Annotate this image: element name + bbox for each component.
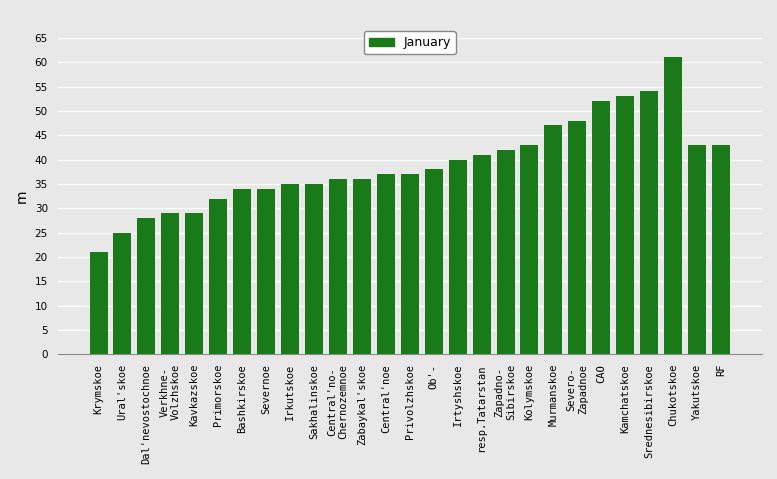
- Bar: [353, 179, 371, 354]
- Bar: [162, 213, 179, 354]
- Bar: [401, 174, 419, 354]
- Bar: [113, 233, 131, 354]
- Bar: [305, 184, 323, 354]
- Legend: January: January: [364, 32, 456, 55]
- Bar: [592, 101, 610, 354]
- Bar: [138, 218, 155, 354]
- Bar: [521, 145, 538, 354]
- Bar: [712, 145, 730, 354]
- Bar: [688, 145, 706, 354]
- Bar: [329, 179, 347, 354]
- Bar: [89, 252, 107, 354]
- Bar: [448, 160, 467, 354]
- Bar: [616, 96, 634, 354]
- Bar: [425, 169, 443, 354]
- Bar: [233, 189, 251, 354]
- Bar: [664, 57, 682, 354]
- Bar: [640, 91, 658, 354]
- Bar: [545, 125, 563, 354]
- Bar: [472, 155, 490, 354]
- Y-axis label: m: m: [15, 189, 29, 203]
- Bar: [281, 184, 299, 354]
- Bar: [568, 121, 587, 354]
- Bar: [209, 198, 227, 354]
- Bar: [185, 213, 204, 354]
- Bar: [377, 174, 395, 354]
- Bar: [497, 150, 514, 354]
- Bar: [257, 189, 275, 354]
